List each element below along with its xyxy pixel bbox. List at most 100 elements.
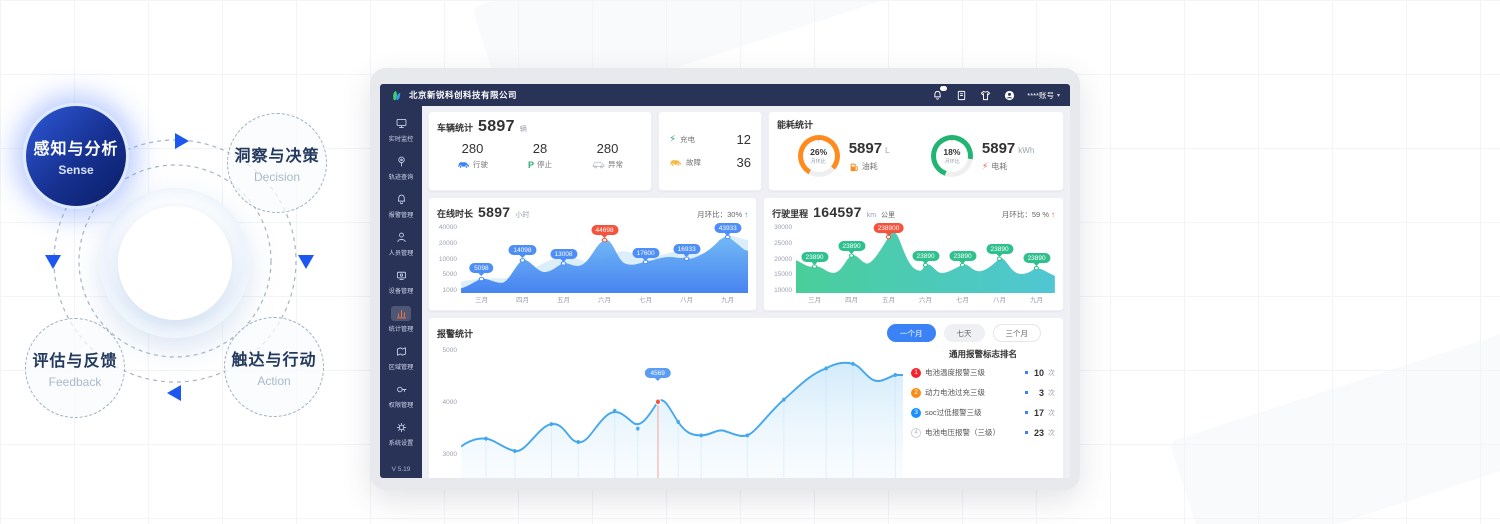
node-subtitle: Decision — [253, 170, 301, 184]
bullet-icon — [1025, 371, 1028, 374]
power-donut-chart: ↑ 18% 月环比 — [930, 135, 973, 177]
bar-chart-icon — [391, 305, 411, 321]
arrow-left-icon — [167, 385, 181, 401]
avatar[interactable] — [1003, 89, 1015, 101]
data-label: 23890 — [986, 244, 1014, 254]
tab-seven-days[interactable]: 七天 — [943, 324, 985, 342]
fuel-pump-icon — [850, 163, 858, 171]
arrow-down-icon — [298, 255, 314, 269]
sidebar-item-track-query[interactable]: 轨迹查询 — [380, 148, 422, 186]
bolt-red-icon: ⚡ — [981, 161, 989, 171]
online-total: 5897 — [478, 204, 511, 220]
node-subtitle: Feedback — [48, 375, 102, 389]
car-blue-icon — [458, 161, 469, 168]
key-icon — [391, 382, 411, 397]
mom-ratio: 月环比：30% ↑ — [697, 210, 749, 219]
vehicle-total-unit: 辆 — [519, 126, 527, 133]
data-label: 43933 — [714, 223, 742, 233]
topbar: 北京新锐科创科技有限公司 ****账号 ▾ — [380, 84, 1070, 106]
mom-ratio: 月环比：59 % ↑ — [1001, 210, 1055, 219]
settings-icon — [391, 420, 411, 435]
online-duration-card: 在线时长 5897 小时 月环比：30% ↑ 40000 20000 10000 50… — [428, 197, 758, 311]
data-label: 23890 — [1023, 253, 1051, 263]
node-title: 评估与反馈 — [32, 353, 118, 370]
vehicle-stats-card: 车辆统计 5897 辆 280 行驶 28 — [428, 111, 652, 191]
rank-badge: 3 — [911, 407, 921, 418]
energy-stats-card: 能耗统计 ↑ 26% 月环比 — [768, 111, 1064, 191]
data-label: 14098 — [508, 245, 536, 255]
ranking-row: 2 动力电池过充三级 3 次 — [911, 387, 1055, 398]
cycle-node-action: 触达与行动 Action — [224, 317, 324, 417]
account-menu[interactable]: ****账号 ▾ — [1027, 90, 1060, 101]
arrow-up-icon: ↑ — [744, 210, 749, 219]
card-title: 车辆统计 — [437, 123, 474, 133]
mileage-area-chart: 23890 23890 238900 23890 23890 23890 238… — [796, 223, 1055, 293]
arrow-up-icon: ↑ — [817, 138, 821, 144]
stat-charging: ⚡ 充电 12 — [669, 132, 751, 147]
app-version: V 5.19 — [391, 466, 411, 473]
tab-one-month[interactable]: 一个月 — [887, 324, 936, 342]
x-axis: 三月 四月 五月 六月 七月 八月 九月 — [808, 296, 1043, 304]
arrow-up-icon: ↑ — [950, 138, 954, 144]
data-label: 5098 — [469, 263, 494, 273]
sidebar-item-region-management[interactable]: 区域管理 — [380, 338, 422, 376]
sidebar-item-statistics-management[interactable]: 统计管理 — [380, 300, 422, 338]
bolt-green-icon: ⚡ — [669, 134, 677, 145]
data-label-highlight: 44698 — [591, 225, 619, 235]
ranking-row: 4 电池电压报警（三级） 23 次 — [911, 427, 1055, 438]
sidebar-item-personnel-management[interactable]: 人员管理 — [380, 224, 422, 262]
fuel-consumption-group: ↑ 26% 月环比 5897 L — [797, 135, 890, 177]
x-axis: 三月 四月 五月 六月 七月 八月 九月 — [475, 296, 735, 304]
bullet-icon — [1025, 391, 1028, 394]
alarm-stats-card: 报警统计 一个月 七天 三个月 5000 4000 3000 — [428, 317, 1064, 478]
car-gray-icon — [592, 161, 605, 168]
car-yellow-icon — [670, 159, 681, 166]
ranking-title: 通用报警标志排名 — [948, 349, 1017, 359]
bullet-icon — [1025, 431, 1028, 434]
fuel-donut-chart: ↑ 26% 月环比 — [797, 135, 840, 177]
node-title: 感知与分析 — [33, 141, 119, 158]
ranking-row: 3 soc过低报警三级 17 次 — [911, 407, 1055, 418]
card-title: 能耗统计 — [777, 120, 814, 130]
data-label: 17600 — [632, 248, 660, 258]
stat-driving: 280 行驶 — [457, 141, 488, 170]
sidebar-item-device-management[interactable]: 设备管理 — [380, 262, 422, 300]
online-area-chart: 5098 14098 13008 44698 17600 16933 43933 — [461, 223, 749, 293]
ranking-row: 1 电池温度报警三级 10 次 — [911, 367, 1055, 378]
document-icon[interactable] — [955, 89, 967, 101]
node-subtitle: Action — [257, 374, 291, 388]
data-label: 13008 — [549, 249, 578, 259]
notification-badge — [940, 86, 948, 91]
sidebar-item-system-settings[interactable]: 系统设置 — [380, 414, 422, 452]
stat-abnormal: 280 异常 — [592, 141, 623, 170]
rank-badge: 2 — [911, 387, 921, 398]
region-map-icon — [391, 344, 411, 359]
monitor-icon — [391, 116, 411, 131]
mileage-total: 164597 — [813, 204, 862, 220]
data-label: 23890 — [837, 241, 866, 251]
data-label-highlight: 238900 — [873, 223, 904, 233]
node-title: 洞察与决策 — [234, 148, 320, 165]
cycle-node-sense: 感知与分析 Sense — [23, 103, 129, 209]
rank-badge: 1 — [911, 367, 921, 378]
sidebar-item-permission-management[interactable]: 权限管理 — [380, 376, 422, 414]
person-icon — [391, 230, 411, 245]
notification-bell-icon[interactable] — [931, 86, 948, 101]
company-name: 北京新锐科创科技有限公司 — [409, 90, 518, 100]
rank-badge: 4 — [911, 427, 921, 438]
device-icon — [391, 268, 411, 283]
sidebar-item-realtime-monitor[interactable]: 实时监控 — [380, 110, 422, 148]
alarm-ranking-panel: 通用报警标志排名 1 电池温度报警三级 10 次 2 动力电池过充三级 — [903, 346, 1055, 478]
dashboard-mockup-frame: 北京新锐科创科技有限公司 ****账号 ▾ — [370, 68, 1080, 490]
card-title: 报警统计 — [437, 328, 474, 339]
cycle-node-feedback: 评估与反馈 Feedback — [25, 318, 125, 418]
theme-shirt-icon[interactable] — [979, 89, 991, 101]
background-shape — [1169, 324, 1500, 524]
y-axis: 30000 25000 20000 15000 10000 — [774, 224, 793, 294]
tab-three-months[interactable]: 三个月 — [992, 324, 1041, 342]
data-label: 23890 — [949, 251, 977, 261]
y-axis: 5000 4000 3000 — [442, 347, 457, 458]
arrow-up-icon: ↑ — [1051, 210, 1055, 219]
vehicle-total: 5897 — [478, 118, 515, 135]
sidebar-item-alarm-management[interactable]: 报警管理 — [380, 186, 422, 224]
